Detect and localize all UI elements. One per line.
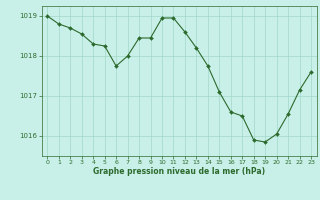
X-axis label: Graphe pression niveau de la mer (hPa): Graphe pression niveau de la mer (hPa) (93, 167, 265, 176)
